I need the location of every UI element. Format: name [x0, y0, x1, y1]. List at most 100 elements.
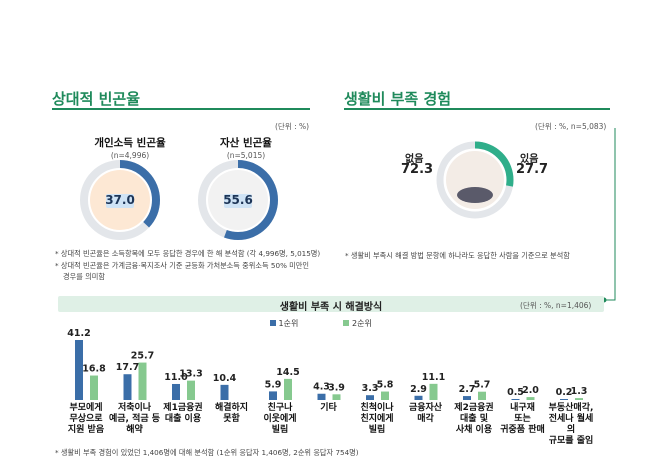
bar-second-5	[332, 394, 341, 400]
bar-label-second-0: 16.8	[82, 364, 106, 375]
legend-first-label: 1순위	[278, 319, 299, 328]
bar-label-first-0: 41.2	[67, 328, 90, 339]
bottom-note: * 생활비 부족 경험이 있었던 1,406명에 대해 분석함 (1순위 응답자…	[55, 448, 359, 457]
asset-value-box	[224, 194, 252, 208]
living-donut-yes-arc	[436, 141, 514, 219]
bar-label-second-6: 5.8	[377, 380, 394, 391]
asset-poverty-label: 자산 빈곤율	[220, 137, 272, 149]
yes-value: 27.7	[516, 162, 549, 177]
bar-label-second-10: 1.3	[571, 386, 588, 397]
bar-first-8	[463, 396, 471, 400]
bar-label-first-6: 3.3	[362, 383, 379, 394]
bar-second-10	[575, 398, 583, 400]
category-line: 내구재	[510, 403, 535, 413]
income-poverty-label: 개인소득 빈곤율	[94, 137, 166, 149]
asset-poverty-value: 55.6	[223, 193, 253, 207]
category-label-7: 금융자산 매각	[400, 403, 452, 425]
category-line: 해결하지	[214, 403, 249, 413]
category-label-0: 부모에게 무상으로 지원 받음	[60, 403, 112, 436]
bar-second-9	[526, 397, 535, 400]
bar-first-3	[220, 384, 229, 400]
category-line: 부동산매각,	[548, 403, 594, 413]
bar-label-first-8: 2.7	[459, 384, 476, 395]
legend-second-label: 2순위	[352, 319, 372, 328]
income-donut-arc	[80, 160, 160, 240]
category-label-1: 저축이나 예금, 적금 등 해약	[109, 403, 161, 436]
legend-second-swatch	[343, 320, 350, 326]
bar-second-2	[187, 380, 195, 400]
income-donut	[80, 160, 160, 240]
category-line: 또는	[514, 414, 531, 424]
category-line: 빌림	[368, 425, 386, 435]
right-section-rule	[344, 108, 610, 110]
bar-label-second-5: 3.9	[328, 382, 345, 393]
bar-first-7	[414, 395, 423, 400]
bar-label-second-1: 25.7	[131, 351, 154, 362]
category-label-3: 해결하지 못함	[206, 403, 258, 425]
category-line: 친구나	[267, 403, 293, 413]
bar-first-2	[172, 383, 180, 400]
income-poverty-value: 37.0	[105, 193, 135, 207]
category-label-6: 친척이나 친지에게 빌림	[351, 403, 403, 436]
bar-second-7	[429, 383, 438, 400]
bar-label-second-4: 14.5	[276, 367, 299, 378]
category-line: 사채 이용	[455, 425, 493, 435]
category-label-4: 친구나 이웃에게 빌림	[254, 403, 306, 436]
bar-first-6	[366, 395, 374, 400]
people-illustration	[457, 187, 493, 203]
left-note-2: * 상대적 빈곤율은 가계금융·복지조사 기준 균등화 가처분소득 중위소득 5…	[55, 261, 310, 270]
right-note: * 생활비 부족시 해결 방법 문항에 하나라도 응답한 사람을 기준으로 분석…	[345, 251, 570, 260]
bar-second-8	[478, 391, 486, 400]
no-value: 72.3	[401, 162, 434, 177]
bar-second-1	[138, 362, 147, 400]
bar-second-6	[381, 391, 389, 400]
bar-first-9	[511, 399, 520, 400]
category-label-10: 부동산매각, 전세나 월세의 규모를 줄임	[545, 403, 597, 447]
bottom-banner	[58, 296, 604, 312]
category-line: 저축이나	[117, 403, 152, 413]
bar-label-second-7: 11.1	[422, 372, 445, 383]
category-label-9: 내구재 또는 귀중품 판매	[497, 403, 549, 436]
category-line: 부모에게	[69, 403, 103, 413]
category-line: 지원 받음	[67, 425, 105, 435]
bar-label-first-3: 10.4	[213, 373, 237, 384]
left-unit: (단위 : %)	[275, 122, 310, 131]
income-poverty-n: (n=4,996)	[110, 151, 150, 160]
asset-poverty-n: (n=5,015)	[226, 151, 266, 160]
category-line: 기타	[320, 403, 337, 413]
category-line: 제2금융권	[454, 403, 494, 413]
category-line: 친척이나	[360, 403, 394, 413]
category-line: 규모를 줄임	[548, 436, 594, 446]
left-section-rule	[52, 108, 310, 110]
bar-label-first-10: 0.2	[556, 387, 573, 398]
category-label-8: 제2금융권 대출 및 사채 이용	[448, 403, 500, 436]
bar-first-10	[560, 399, 568, 400]
bar-label-first-1: 17.7	[116, 362, 139, 373]
bar-label-first-2: 11.0	[164, 372, 188, 383]
connector-line	[604, 128, 616, 301]
bar-label-first-9: 0.5	[507, 387, 524, 398]
right-section-title: 생활비 부족 경험	[344, 90, 452, 108]
left-section-title: 상대적 빈곤율	[52, 90, 141, 108]
bar-label-first-5: 4.3	[313, 382, 330, 393]
category-line: 예금, 적금 등	[108, 414, 161, 424]
bottom-unit: (단위 : %, n=1,406)	[520, 301, 592, 310]
right-unit: (단위 : %, n=5,083)	[535, 122, 607, 131]
category-line: 전세나 월세의	[548, 414, 594, 435]
category-line: 해약	[126, 425, 143, 435]
left-note-1: * 상대적 빈곤율은 소득항목에 모두 응답한 경우에 한 해 분석함 (각 4…	[55, 249, 321, 258]
bar-second-4	[284, 378, 292, 400]
bar-label-first-7: 2.9	[410, 384, 427, 395]
bar-label-second-2: 13.3	[179, 369, 202, 380]
category-line: 대출 이용	[164, 414, 202, 424]
yes-label: 있음	[520, 154, 539, 165]
category-line: 무상으로	[69, 414, 103, 424]
bar-first-0	[75, 340, 83, 400]
bar-first-5	[317, 393, 326, 400]
bottom-chart-title: 생활비 부족 시 해결방식	[279, 302, 383, 313]
asset-donut	[198, 160, 278, 240]
category-line: 빌림	[271, 425, 289, 435]
